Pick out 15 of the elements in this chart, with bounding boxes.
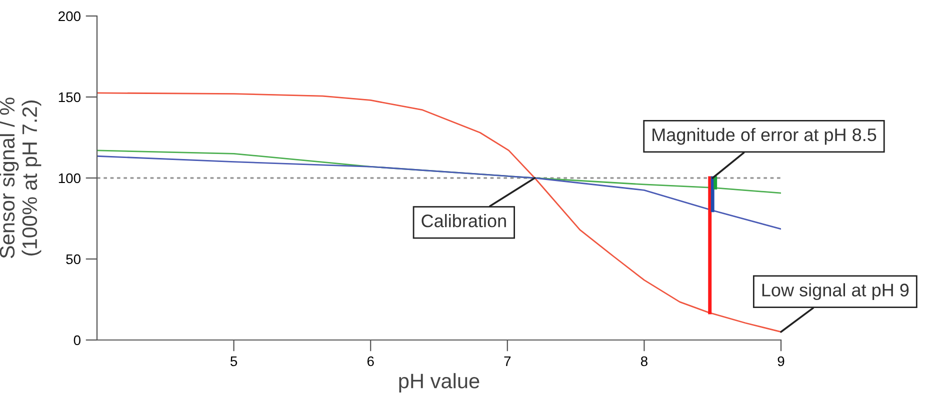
x-tick-label: 8 — [640, 356, 648, 366]
y-tick-label: 100 — [58, 173, 80, 184]
x-tick-label: 5 — [230, 356, 238, 366]
y-tick-label: 150 — [58, 92, 80, 102]
y-tick-label: 200 — [58, 11, 80, 22]
x-tick-label: 9 — [778, 356, 784, 366]
line-series — [97, 155, 781, 230]
annotation: Low signal at pH 9 — [762, 283, 909, 300]
x-axis-title: pH value — [399, 373, 480, 393]
annotation: Magnitude of error at pH 8.5 — [652, 128, 876, 145]
x-tick-label: 7 — [504, 356, 511, 366]
annotation: Calibration — [422, 214, 506, 228]
y-tick-label: 50 — [66, 254, 80, 264]
y-tick-label: 0 — [74, 335, 80, 346]
x-tick-label: 6 — [367, 356, 374, 366]
